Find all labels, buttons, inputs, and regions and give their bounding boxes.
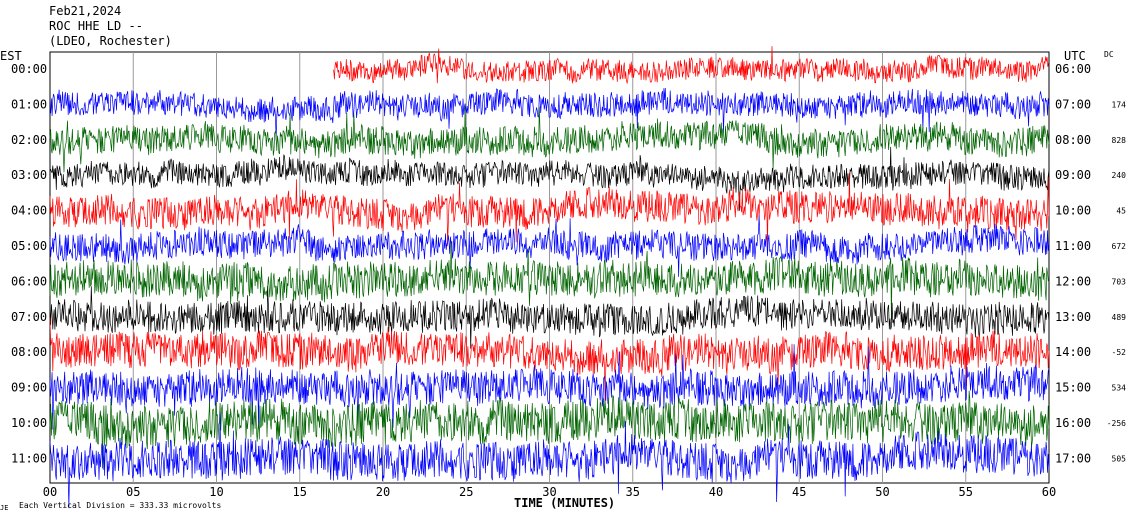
x-tick-label: 45: [792, 485, 806, 499]
x-tick-label: 60: [1042, 485, 1056, 499]
utc-hour-label: 12:00: [1055, 274, 1091, 288]
est-hour-label: 08:00: [11, 345, 47, 359]
utc-axis-label: UTC: [1064, 49, 1086, 63]
dc-offset-label: 534: [1112, 384, 1127, 393]
x-tick-label: 00: [43, 485, 57, 499]
x-tick-label: 20: [376, 485, 390, 499]
dc-offset-label: 489: [1112, 313, 1127, 322]
utc-hour-labels: 06:00 07:00 08:00 09:00 10:00 11:00 12:00 13:00…: [1055, 62, 1091, 465]
seismic-trace: [49, 390, 1050, 469]
dc-offset-label: 240: [1112, 171, 1127, 180]
seismic-traces: [49, 46, 1050, 509]
dc-offset-label: 505: [1112, 454, 1127, 463]
est-axis-label: EST: [0, 49, 22, 63]
dc-label: DC: [1104, 50, 1114, 59]
utc-hour-label: 15:00: [1055, 381, 1091, 395]
est-hour-label: 07:00: [11, 310, 47, 324]
x-tick-label: 55: [959, 485, 973, 499]
est-hour-label: 00:00: [11, 62, 47, 76]
utc-hour-label: 07:00: [1055, 97, 1091, 111]
est-hour-label: 02:00: [11, 133, 47, 147]
vertical-division-note: Each Vertical Division = 333.33 microvol…: [19, 501, 221, 510]
seismic-trace: [49, 105, 1050, 173]
x-tick-label: 25: [459, 485, 473, 499]
dc-offset-label: 45: [1116, 207, 1126, 216]
footer-mark: JE: [0, 504, 8, 512]
utc-hour-label: 10:00: [1055, 204, 1091, 218]
utc-hour-label: 08:00: [1055, 133, 1091, 147]
dc-offset-label: -52: [1112, 348, 1127, 357]
seismic-trace: [49, 344, 1050, 430]
chart-date: Feb21,2024: [49, 4, 121, 18]
est-hour-label: 10:00: [11, 416, 47, 430]
est-hour-label: 05:00: [11, 239, 47, 253]
utc-hour-label: 13:00: [1055, 310, 1091, 324]
seismic-trace: [49, 317, 1050, 402]
utc-hour-label: 17:00: [1055, 451, 1091, 465]
dc-offset-labels: 174 828 240 45 672 703 489 -52 534 -256 505: [1107, 100, 1126, 463]
dc-offset-label: 703: [1112, 277, 1127, 286]
x-tick-label: 15: [293, 485, 307, 499]
utc-hour-label: 16:00: [1055, 416, 1091, 430]
seismic-trace: [332, 46, 1049, 85]
seismic-trace: [49, 241, 1050, 320]
est-hour-label: 06:00: [11, 274, 47, 288]
est-hour-label: 01:00: [11, 97, 47, 111]
est-hour-label: 11:00: [11, 451, 47, 465]
est-hour-label: 03:00: [11, 168, 47, 182]
x-tick-label: 50: [875, 485, 889, 499]
x-tick-label: 10: [209, 485, 223, 499]
x-axis-title: TIME (MINUTES): [514, 496, 615, 510]
x-tick-label: 35: [626, 485, 640, 499]
seismic-trace: [49, 286, 1050, 349]
x-tick-label: 05: [126, 485, 140, 499]
x-tick-label: 30: [542, 485, 556, 499]
seismic-trace: [49, 87, 1050, 141]
est-hour-label: 04:00: [11, 204, 47, 218]
x-tick-label: 40: [709, 485, 723, 499]
dc-offset-label: 672: [1112, 242, 1127, 251]
seismic-trace: [49, 215, 1050, 277]
station-code: ROC HHE LD --: [49, 19, 143, 33]
est-hour-label: 09:00: [11, 381, 47, 395]
utc-hour-label: 14:00: [1055, 345, 1091, 359]
utc-hour-label: 11:00: [1055, 239, 1091, 253]
dc-offset-label: -256: [1107, 419, 1126, 428]
network-label: (LDEO, Rochester): [49, 34, 172, 48]
seismic-trace: [49, 412, 1050, 509]
est-hour-labels: 00:00 01:00 02:00 03:00 04:00 05:00 06:00 07:00…: [11, 62, 47, 465]
seismic-trace: [49, 172, 1050, 247]
x-axis-ticks: 00 05 10 15 20 25 30 35 40 45 50 55 60: [43, 485, 1056, 499]
utc-hour-label: 06:00: [1055, 62, 1091, 76]
seismic-trace: [49, 146, 1050, 211]
dc-offset-label: 174: [1112, 100, 1127, 109]
dc-offset-label: 828: [1112, 136, 1127, 145]
utc-hour-label: 09:00: [1055, 168, 1091, 182]
